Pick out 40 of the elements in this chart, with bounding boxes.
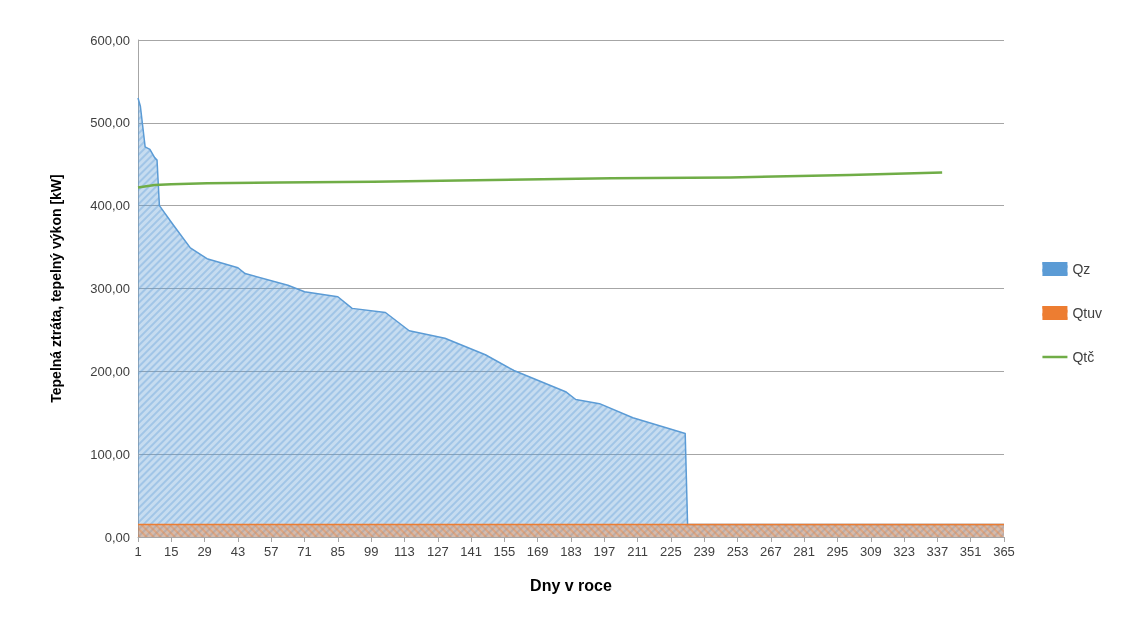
x-tick-label: 267 <box>759 544 782 559</box>
y-tick-label: 400,00 <box>90 198 130 214</box>
x-tick-label: 155 <box>493 544 516 559</box>
y-axis-title: Tepelná ztráta, tepelný výkon [kW] <box>48 174 64 403</box>
legend-label: Qtuv <box>1072 305 1103 321</box>
x-axis-title: Dny v roce <box>530 576 613 594</box>
x-tick-label: 85 <box>330 544 346 559</box>
legend-label: Qtč <box>1072 349 1095 365</box>
y-tick-label: 600,00 <box>90 32 130 48</box>
legend-label: Qz <box>1072 261 1091 277</box>
x-tick-label: 295 <box>826 544 849 559</box>
x-tick-label: 281 <box>793 544 816 559</box>
x-tick-label: 183 <box>560 544 582 559</box>
x-tick-label: 43 <box>230 544 246 559</box>
x-tick-label: 253 <box>726 544 749 559</box>
x-tick-label: 197 <box>593 544 616 559</box>
y-tick-label: 200,00 <box>90 363 130 379</box>
x-tick-label: 1 <box>134 544 142 559</box>
y-tick-label: 0,00 <box>104 529 130 545</box>
x-tick-label: 239 <box>693 544 716 559</box>
x-tick-label: 309 <box>859 544 882 559</box>
x-tick-label: 169 <box>526 544 549 559</box>
x-tick-label: 29 <box>197 544 212 559</box>
y-tick-label: 100,00 <box>90 446 130 462</box>
x-tick-label: 99 <box>363 544 379 559</box>
x-tick-label: 71 <box>297 544 312 559</box>
x-tick-label: 113 <box>394 544 415 559</box>
x-tick-label: 365 <box>993 544 1015 559</box>
x-tick-label: 337 <box>926 544 949 559</box>
x-tick-label: 15 <box>164 544 179 559</box>
x-tick-label: 141 <box>460 544 482 559</box>
x-tick-label: 351 <box>959 544 982 559</box>
x-tick-label: 211 <box>627 544 648 559</box>
line-series <box>136 171 944 189</box>
y-tick-label: 300,00 <box>90 281 130 296</box>
x-tick-label: 225 <box>660 544 682 559</box>
x-tick-label: 323 <box>893 544 915 559</box>
x-tick-label: 57 <box>264 544 279 559</box>
x-tick-label: 127 <box>426 544 449 559</box>
y-tick-label: 500,00 <box>90 115 130 131</box>
